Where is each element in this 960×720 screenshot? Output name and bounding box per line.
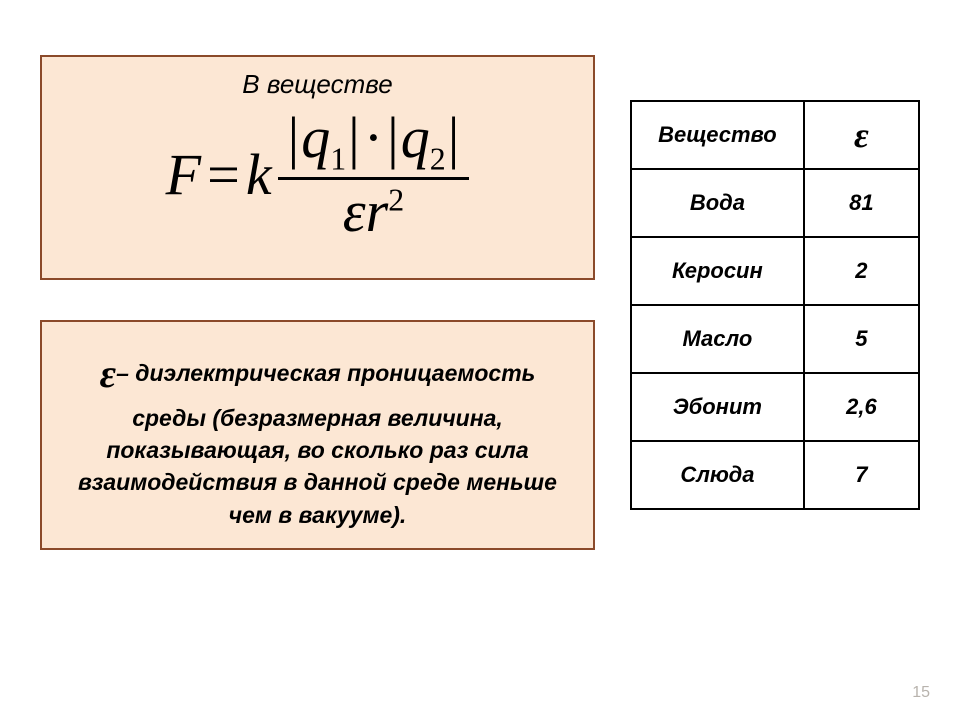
cell-value: 2 [804, 237, 919, 305]
cell-value: 2,6 [804, 373, 919, 441]
definition-text: ε– диэлектрическая проницаемость среды (… [60, 346, 575, 531]
header-substance: Вещество [631, 101, 804, 169]
table-header-row: Вещество ε [631, 101, 919, 169]
numerator: |q1|·|q2| [278, 106, 470, 180]
table-row: Вода 81 [631, 169, 919, 237]
symbol-F: F [166, 146, 201, 204]
definition-card: ε– диэлектрическая проницаемость среды (… [40, 320, 595, 550]
symbol-eps: ε [343, 179, 366, 244]
cell-substance: Слюда [631, 441, 804, 509]
cell-substance: Масло [631, 305, 804, 373]
dash: – [116, 360, 129, 386]
cell-value: 5 [804, 305, 919, 373]
symbol-q2: q [401, 105, 430, 170]
formula-title: В веществе [62, 69, 573, 100]
permittivity-table: Вещество ε Вода 81 Керосин 2 Масло 5 Эбо… [630, 100, 920, 510]
sub-1: 1 [330, 142, 346, 177]
cell-substance: Эбонит [631, 373, 804, 441]
table-row: Масло 5 [631, 305, 919, 373]
cell-substance: Вода [631, 169, 804, 237]
definition-body: диэлектрическая проницаемость среды (без… [78, 360, 557, 528]
header-eps: ε [804, 101, 919, 169]
eps-symbol: ε [100, 351, 116, 396]
table-row: Эбонит 2,6 [631, 373, 919, 441]
symbol-r: r [366, 179, 389, 244]
page-number: 15 [912, 684, 930, 702]
table-row: Слюда 7 [631, 441, 919, 509]
symbol-q1: q [301, 105, 330, 170]
sub-2: 2 [430, 142, 446, 177]
table-row: Керосин 2 [631, 237, 919, 305]
cell-value: 7 [804, 441, 919, 509]
symbol-k: k [246, 146, 272, 204]
coulomb-formula: F = k |q1|·|q2| εr2 [62, 106, 573, 243]
fraction: |q1|·|q2| εr2 [278, 106, 470, 243]
dot-icon: · [362, 105, 385, 170]
cell-value: 81 [804, 169, 919, 237]
formula-card: В веществе F = k |q1|·|q2| εr2 [40, 55, 595, 280]
exp-2: 2 [388, 182, 404, 217]
symbol-eq: = [207, 146, 240, 204]
denominator: εr2 [335, 180, 412, 244]
cell-substance: Керосин [631, 237, 804, 305]
